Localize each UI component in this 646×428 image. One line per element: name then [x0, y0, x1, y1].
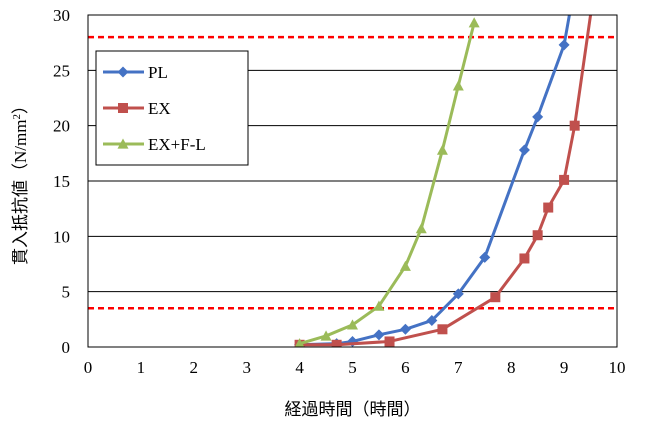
y-tick-labels: 0 5 10 15 20 25 30: [53, 6, 70, 357]
point-pl-7: [479, 251, 491, 263]
y-tick-label-0: 0: [62, 338, 71, 357]
point-ex-f-l-2: [347, 319, 358, 330]
point-pl-8: [518, 144, 530, 156]
y-tick-label-10: 10: [53, 227, 70, 246]
point-ex-4: [490, 292, 501, 303]
x-tick-label-1: 1: [137, 358, 146, 377]
y-tick-label-5: 5: [62, 283, 71, 302]
series-ex-f-l: [294, 17, 480, 347]
y-tick-label-30: 30: [53, 6, 70, 25]
x-tick-label-4: 4: [295, 358, 304, 377]
point-ex-f-l-7: [452, 80, 464, 91]
point-ex-2: [384, 336, 395, 347]
point-ex-1: [331, 339, 342, 347]
point-ex-6: [532, 230, 543, 241]
point-pl-6: [452, 288, 464, 300]
y-axis-title-end: ）: [11, 97, 30, 114]
x-tick-label-9: 9: [560, 358, 569, 377]
point-pl-4: [399, 323, 411, 335]
point-ex-f-l-3: [373, 300, 385, 311]
point-pl-9: [532, 111, 544, 123]
point-pl-3: [373, 329, 385, 341]
x-axis-title: 経過時間（時間）: [285, 400, 421, 419]
point-ex-f-l-0: [294, 338, 305, 347]
point-ex-5: [519, 253, 530, 264]
legend: PL EX EX+F-L: [95, 50, 249, 166]
reference-lines: [88, 35, 617, 310]
point-ex-9: [569, 120, 580, 131]
legend-marker-ex-f-l: [117, 138, 129, 149]
series-layer: [294, 15, 593, 347]
y-tick-label-25: 25: [53, 61, 70, 80]
point-ex-f-l-5: [415, 223, 427, 234]
x-tick-label-2: 2: [190, 358, 199, 377]
legend-label-ex-f-l: EX+F-L: [148, 135, 206, 154]
legend-label-ex: EX: [148, 99, 171, 118]
x-tick-label-8: 8: [507, 358, 516, 377]
y-tick-label-20: 20: [53, 117, 70, 136]
y-axis-title: 貫入抵抗値（N/mm2）: [11, 97, 30, 265]
x-tick-label-3: 3: [242, 358, 251, 377]
x-tick-label-0: 0: [84, 358, 93, 377]
y-axis-title-main: 貫入抵抗値（N/mm: [11, 120, 30, 265]
x-tick-label-7: 7: [454, 358, 463, 377]
point-ex-7: [543, 202, 554, 213]
x-tick-label-5: 5: [348, 358, 357, 377]
legend-marker-pl: [117, 66, 129, 78]
point-ex-f-l-6: [436, 144, 448, 155]
legend-marker-ex: [118, 103, 128, 113]
point-ex-f-l-4: [399, 260, 411, 271]
point-ex-3: [437, 324, 448, 335]
point-ex-f-l-1: [320, 330, 332, 341]
plot-frame: [87, 14, 618, 348]
point-pl-5: [426, 314, 438, 326]
point-ex-8: [559, 174, 570, 185]
point-pl-10: [558, 39, 570, 51]
x-tick-labels: 0 1 2 3 4 5 6 7 8 9 10: [84, 358, 626, 377]
y-axis-title-sup: 2: [11, 114, 23, 120]
y-tick-label-15: 15: [53, 172, 70, 191]
legend-label-pl: PL: [148, 63, 168, 82]
point-ex-f-l-8: [468, 17, 480, 28]
x-tick-label-6: 6: [401, 358, 410, 377]
x-tick-label-10: 10: [609, 358, 626, 377]
